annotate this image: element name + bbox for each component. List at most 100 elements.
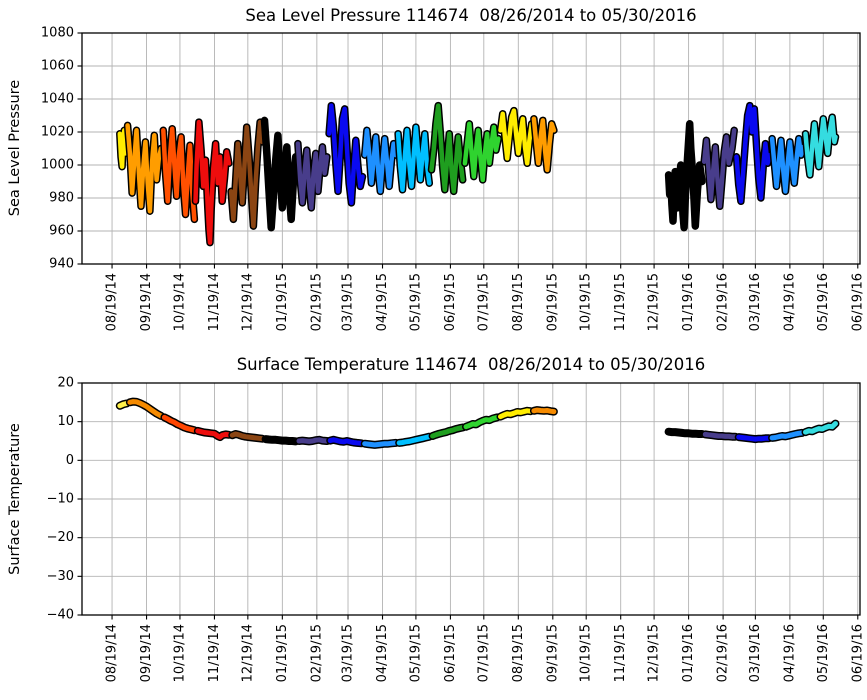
x-tick-label: 02/19/16 [716,273,731,331]
x-tick-label: 02/19/16 [716,624,731,682]
x-tick-label: 11/19/15 [613,273,628,331]
series-aug-2014 [117,401,129,409]
series-sep-2015 [531,116,557,173]
series-apr-2015 [362,440,399,448]
x-tick-label: 12/19/15 [647,624,662,682]
axes-frame [81,32,861,265]
series-sep-2015 [531,407,557,415]
x-tick-label: 02/19/15 [309,273,324,331]
x-tick-label: 08/19/15 [511,624,526,682]
y-tick-label: 10 [57,414,74,429]
x-tick-label: 06/19/15 [443,273,458,331]
series-may-2015 [396,434,432,446]
series-jul-2015 [462,121,501,183]
series-aug-2014 [117,128,129,169]
series-jun-2015 [430,425,466,439]
temperature-y-axis-label: Surface Temperature [7,423,23,575]
x-tick-label: 01/19/15 [275,273,290,331]
y-tick-label: −40 [47,608,74,623]
x-tick-label: 10/19/14 [172,273,187,331]
x-tick-label: 11/19/15 [613,624,628,682]
x-tick-label: 07/19/15 [476,624,491,682]
y-tick-label: 1000 [41,158,74,173]
series-feb-2015 [295,141,330,211]
series-apr-2015 [362,128,399,194]
x-tick-label: 08/19/14 [105,624,120,682]
series-sep-2014 [125,123,164,214]
x-tick-label: 10/19/15 [579,273,594,331]
y-tick-label: 1040 [41,92,74,107]
y-tick-label: 1080 [41,26,74,41]
y-tick-label: 1020 [41,125,74,140]
x-tick-label: 12/19/14 [240,273,255,331]
x-tick-label: 10/19/14 [172,624,187,682]
x-tick-label: 04/19/15 [375,624,390,682]
series-feb-2016 [701,128,737,209]
x-tick-label: 03/19/15 [341,273,356,331]
series-apr-2016 [769,136,806,194]
y-tick-label: 20 [57,376,74,391]
series-feb-2016 [702,431,738,440]
series-nov-2014 [195,428,232,440]
y-tick-label: 980 [49,191,74,206]
axes-frame [81,382,861,616]
y-tick-label: −10 [47,492,74,507]
x-tick-label: 12/19/15 [647,273,662,331]
x-tick-label: 08/19/15 [511,273,526,331]
series-jan-2016 [666,429,705,437]
x-tick-label: 04/19/15 [375,273,390,331]
series-mar-2016 [734,103,773,204]
x-tick-label: 03/19/16 [748,624,763,682]
series-mar-2015 [327,437,364,446]
pressure-chart-title: Sea Level Pressure 114674 08/26/2014 to … [245,6,697,25]
x-tick-label: 05/19/16 [816,624,831,682]
series-oct-2014 [161,126,197,222]
x-tick-label: 11/19/14 [207,273,222,331]
x-tick-label: 01/19/16 [681,273,696,331]
x-tick-label: 06/19/16 [850,624,865,682]
series-mar-2016 [736,434,772,442]
y-tick-label: 960 [49,224,74,239]
x-tick-label: 04/19/16 [782,624,797,682]
series-jul-2015 [463,414,500,430]
x-tick-label: 05/19/15 [408,624,423,682]
x-tick-label: 01/19/15 [275,624,290,682]
x-tick-label: 09/19/14 [139,273,154,331]
x-tick-label: 02/19/15 [309,624,324,682]
y-tick-label: 940 [49,257,74,272]
x-tick-label: 06/19/15 [443,624,458,682]
x-tick-label: 06/19/16 [850,273,865,331]
series-aug-2015 [498,108,534,166]
x-tick-label: 12/19/14 [240,624,255,682]
y-tick-label: −30 [47,569,74,584]
y-tick-label: 1060 [41,59,74,74]
x-tick-label: 09/19/15 [545,624,560,682]
series-jan-2015 [262,118,298,230]
series-apr-2016 [769,430,805,441]
sea-level-pressure-plot: 940 960 980 1000 1020 1040 1060 1080 08/19/14 09/… [41,26,865,332]
series-feb-2015 [296,437,330,444]
x-tick-label: 05/19/15 [408,273,423,331]
series-jan-2015 [263,436,299,444]
x-tick-label: 07/19/15 [476,273,491,331]
series-jan-2016 [666,121,705,230]
series-mar-2015 [326,103,365,206]
series-aug-2015 [498,408,533,420]
series-jun-2015 [429,103,465,194]
surface-temperature-plot: 20 10 0 −10 −20 −30 −40 08/19/14 09/19/14 10/19/1… [47,376,866,683]
series-nov-2014 [193,119,232,245]
series-dec-2014 [228,119,265,229]
series-sep-2014 [127,399,164,419]
x-tick-label: 03/19/15 [341,624,356,682]
y-tick-label: 0 [66,453,74,468]
x-tick-label: 09/19/14 [139,624,154,682]
series-may-2016 [803,114,838,178]
temperature-chart-title: Surface Temperature 114674 08/26/2014 to… [236,355,706,374]
pressure-y-axis-label: Sea Level Pressure [7,79,23,217]
x-tick-label: 04/19/16 [782,273,797,331]
x-tick-label: 01/19/16 [681,624,696,682]
x-tick-label: 05/19/16 [816,273,831,331]
series-may-2015 [395,124,432,193]
x-tick-label: 03/19/16 [748,273,763,331]
